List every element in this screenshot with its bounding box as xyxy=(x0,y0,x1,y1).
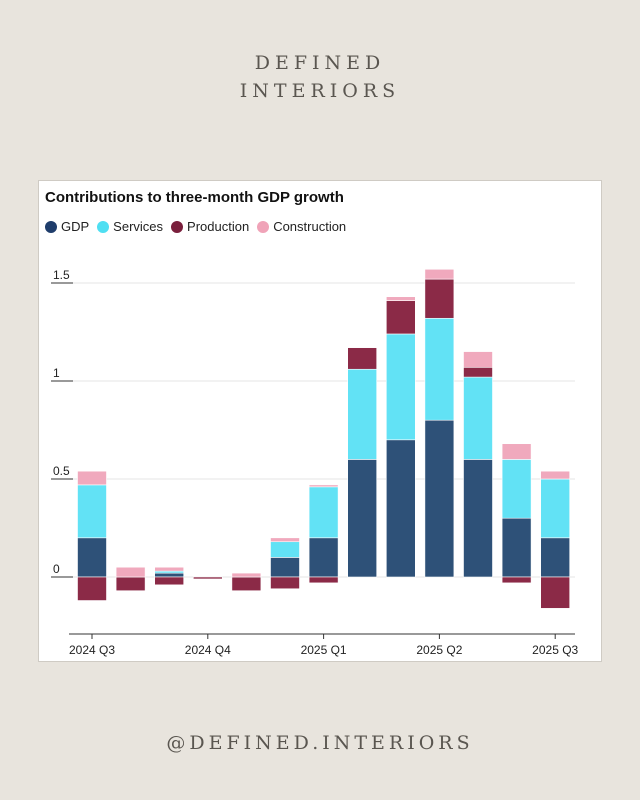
y-tick-label-0: 0 xyxy=(53,562,60,576)
bar-production-10 xyxy=(463,366,493,378)
bar-services-0 xyxy=(77,484,107,539)
x-tick-label-0: 2024 Q3 xyxy=(69,643,115,657)
bar-construction-2 xyxy=(154,566,184,572)
bar-construction-0 xyxy=(77,470,107,486)
legend-swatch-services xyxy=(97,220,110,233)
bar-production-1 xyxy=(115,576,146,592)
bar-services-7 xyxy=(347,368,378,460)
y-tick-label-2: 1 xyxy=(53,366,60,380)
bar-services-5 xyxy=(270,541,300,558)
bar-gdp-11 xyxy=(501,517,532,578)
brand-line-1: DEFINED xyxy=(254,52,386,74)
legend-item-construction: Construction xyxy=(257,219,346,234)
bar-construction-1 xyxy=(115,566,146,578)
chart-legend: GDP Services Production Construction xyxy=(45,219,354,234)
bar-gdp-7 xyxy=(347,459,378,578)
bar-services-8 xyxy=(385,333,416,441)
bar-production-6 xyxy=(308,576,339,584)
bar-gdp-6 xyxy=(308,537,339,578)
bar-production-3 xyxy=(193,576,223,580)
bar-construction-5 xyxy=(270,537,300,543)
chart-card: Contributions to three-month GDP growth … xyxy=(38,180,602,662)
bar-gdp-10 xyxy=(463,459,493,578)
legend-label-construction: Construction xyxy=(273,219,347,234)
bar-gdp-12 xyxy=(540,537,571,578)
bar-services-9 xyxy=(424,317,455,421)
chart-title: Contributions to three-month GDP growth xyxy=(45,189,344,206)
bar-production-7 xyxy=(347,347,378,370)
bar-construction-12 xyxy=(540,470,571,480)
bar-production-4 xyxy=(231,576,262,592)
legend-item-services: Services xyxy=(97,219,163,234)
bar-gdp-8 xyxy=(385,439,416,578)
legend-label-production: Production xyxy=(187,219,250,234)
bar-construction-11 xyxy=(501,443,532,460)
bar-services-6 xyxy=(308,486,339,539)
bar-production-11 xyxy=(501,576,532,584)
legend-item-gdp: GDP xyxy=(45,219,89,234)
legend-label-gdp: GDP xyxy=(61,219,90,234)
bar-gdp-0 xyxy=(77,537,107,578)
bar-production-5 xyxy=(270,576,300,590)
bar-construction-4 xyxy=(231,572,262,578)
chart-plot: 0 0.5 1 1.5 2024 Q3 2024 Q4 2025 Q1 2025 Q2 2025… xyxy=(51,268,579,657)
bar-construction-8 xyxy=(385,296,416,301)
legend-swatch-production xyxy=(171,220,184,233)
legend-swatch-gdp xyxy=(45,220,57,233)
legend-swatch-construction xyxy=(257,220,270,233)
bar-gdp-5 xyxy=(270,557,300,578)
social-handle: @DEFINED.INTERIORS xyxy=(166,732,474,754)
bar-gdp-2 xyxy=(154,572,184,578)
bar-production-0 xyxy=(77,576,107,601)
x-tick-label-4: 2025 Q3 xyxy=(532,643,578,657)
bar-services-11 xyxy=(501,459,532,519)
x-tick-label-2: 2025 Q1 xyxy=(301,643,347,657)
bar-services-10 xyxy=(463,376,493,460)
bar-production-12 xyxy=(540,576,571,609)
bar-gdp-9 xyxy=(424,419,455,578)
bar-construction-6 xyxy=(308,484,339,488)
brand-line-2: INTERIORS xyxy=(239,80,401,102)
legend-item-production: Production xyxy=(171,219,249,234)
y-tick-label-3: 1.5 xyxy=(53,268,70,282)
bar-production-9 xyxy=(424,278,455,319)
legend-label-services: Services xyxy=(113,219,164,234)
y-tick-label-1: 0.5 xyxy=(53,464,70,478)
bar-production-8 xyxy=(385,300,416,335)
bar-construction-9 xyxy=(424,268,455,280)
bar-services-12 xyxy=(540,478,571,539)
x-tick-label-1: 2024 Q4 xyxy=(185,643,231,657)
bar-construction-10 xyxy=(463,351,493,368)
x-tick-label-3: 2025 Q2 xyxy=(416,643,462,657)
bar-production-2 xyxy=(154,576,184,586)
